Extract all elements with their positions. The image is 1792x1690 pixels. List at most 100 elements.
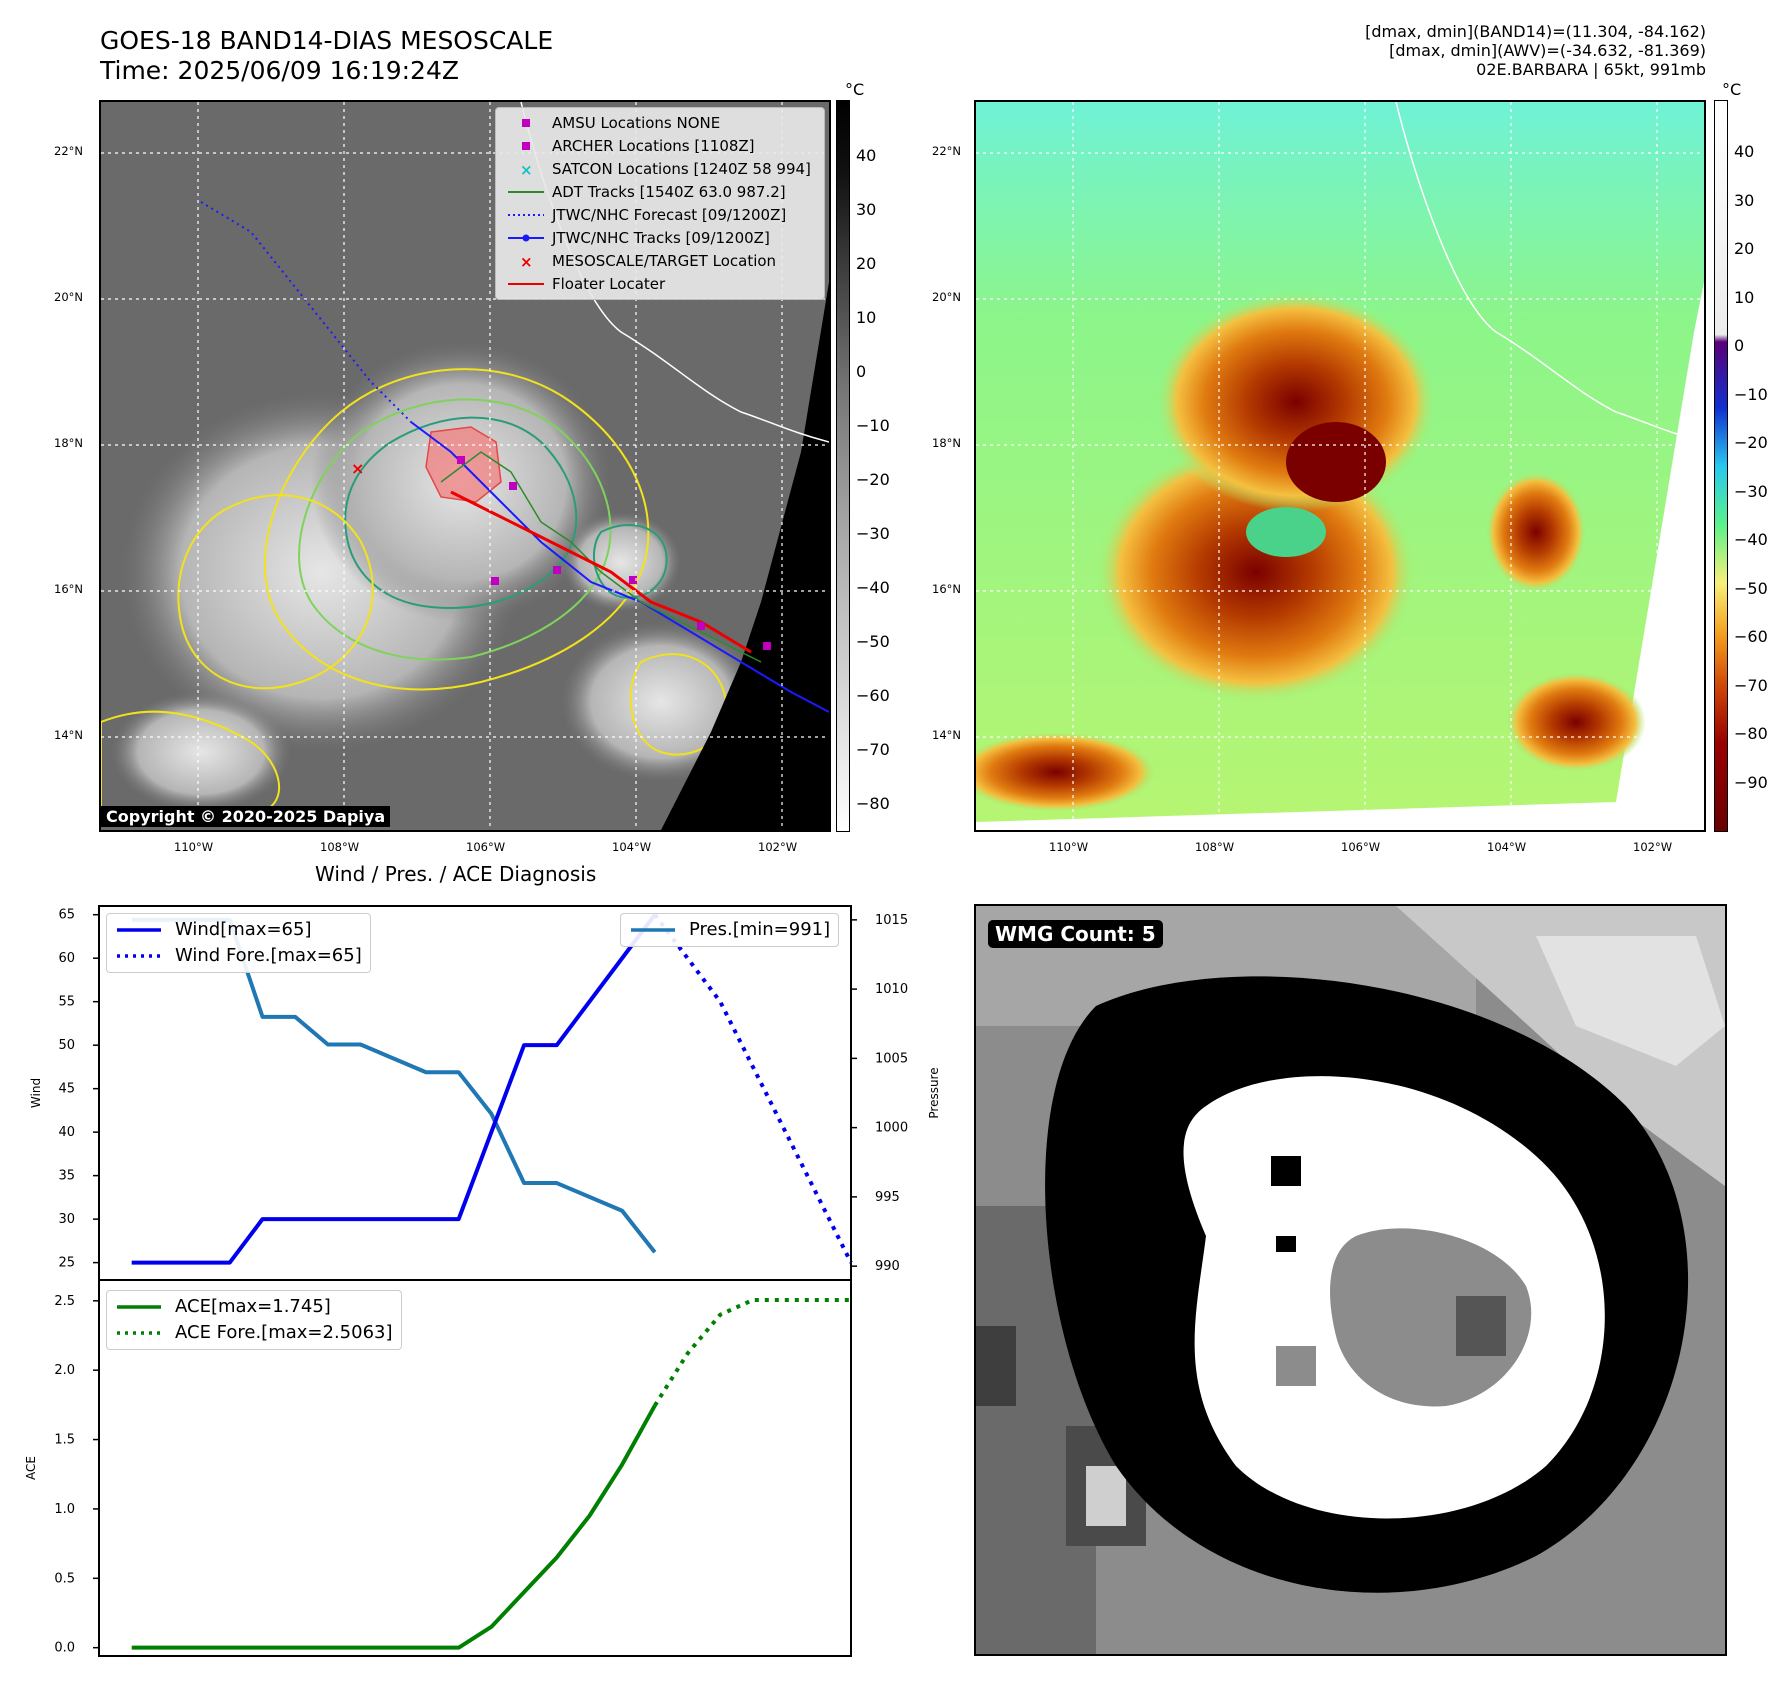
legend-ace: ACE[max=1.745] [115,1294,393,1320]
lat-label: 20°N [54,290,83,304]
blue-line-dot-icon [508,234,544,242]
wind-tick-label: 45 [58,1082,75,1097]
lon-label: 104°W [1487,840,1527,854]
lon-label: 106°W [1341,840,1381,854]
title-line-2: Time: 2025/06/09 16:19:24Z [100,56,459,85]
wind-line [131,913,657,1265]
ir-map-panel: × AMSU Locations NONE ARCHER Locations [… [99,100,831,832]
lat-label: 18°N [54,436,83,450]
legend-tracks: JTWC/NHC Tracks [09/1200Z] [502,227,818,250]
legend-wind: Wind[max=65] [115,917,362,943]
colorbar-tick: −10 [1734,384,1768,404]
green-line-icon [117,1305,161,1309]
magenta-square-icon [522,119,530,127]
pressure-tick-label: 1010 [875,982,908,997]
ace-tick-label: 2.5 [54,1294,75,1309]
cyan-x-icon: × [520,161,533,179]
figure-title: GOES-18 BAND14-DIAS MESOSCALE Time: 2025… [100,26,553,86]
pressure-tick-label: 1005 [875,1051,908,1066]
colorbar-tick: −60 [856,686,890,705]
legend-mesoscale: × MESOSCALE/TARGET Location [502,250,818,273]
map-legend: AMSU Locations NONE ARCHER Locations [11… [495,107,825,300]
ace-axis-label: ACE [24,1456,38,1480]
wind-pressure-ace-chart: 25 30 35 40 45 50 55 60 65 990 995 1000 1005 1010 1015… [24,905,941,1657]
left-colorbar-ticks: 40 30 20 10 0 −10 −20 −30 −40 −50 −60 −70 −80 [856,100,916,830]
right-colorbar-unit: °C [1722,80,1742,99]
wind-tick-label: 65 [58,908,75,923]
colorbar-tick: −70 [1734,675,1768,695]
legend-floater: Floater Locater [502,273,818,296]
left-colorbar [836,100,850,832]
lat-label: 20°N [932,290,961,304]
lon-label: 108°W [1195,840,1235,854]
svg-text:×: × [520,253,533,271]
wind-tick-label: 25 [58,1256,75,1271]
lon-label: 110°W [174,840,214,854]
colorbar-tick: −40 [1734,530,1768,549]
pressure-tick-label: 1000 [875,1121,908,1136]
wind-tick-label: 55 [58,995,75,1010]
red-line-icon [508,283,544,285]
svg-text:×: × [351,459,364,478]
wind-tick-label: 35 [58,1169,75,1184]
wmg-image [976,906,1725,1654]
svg-text:×: × [520,161,533,179]
wind-legend: Wind[max=65] Wind Fore.[max=65] [106,913,371,973]
colorbar-tick: 0 [856,362,867,381]
magenta-square-icon [522,142,530,150]
color-ir-map-image [976,102,1704,830]
ace-tick-label: 2.0 [54,1363,75,1378]
legend-forecast: JTWC/NHC Forecast [09/1200Z] [502,204,818,227]
colorbar-tick: −60 [1734,627,1768,646]
storm-info: [dmax, dmin](BAND14)=(11.304, -84.162) [… [1365,22,1706,79]
colorbar-tick: −10 [856,416,890,435]
pressure-line [131,917,657,1254]
color-ir-map-panel [974,100,1706,832]
ace-legend: ACE[max=1.745] ACE Fore.[max=2.5063] [106,1290,402,1350]
blue-dotted-line-icon [508,214,544,216]
colorbar-tick: 20 [1734,239,1755,258]
blue-dotted-line-icon [117,954,161,958]
lon-label: 102°W [1633,840,1673,854]
ace-tick-label: 0.0 [54,1641,75,1656]
colorbar-tick: −30 [1734,481,1768,501]
chart-title: Wind / Pres. / ACE Diagnosis [315,862,597,886]
colorbar-tick: 0 [1734,336,1745,355]
colorbar-tick: 10 [856,308,877,327]
awv-range: [dmax, dmin](AWV)=(-34.632, -81.369) [1389,41,1706,60]
right-colorbar-ticks: 40 30 20 10 0 −10 −20 −30 −40 −50 −60 −70 −80 −90 [1734,100,1792,830]
lon-label: 104°W [612,840,652,854]
colorbar-tick: −80 [1734,724,1768,743]
lat-label: 18°N [932,436,961,450]
colorbar-tick: −50 [1734,578,1768,598]
title-line-1: GOES-18 BAND14-DIAS MESOSCALE [100,26,554,55]
copyright-label: Copyright © 2020-2025 Dapiya [101,806,391,827]
legend-wind-forecast: Wind Fore.[max=65] [115,943,362,969]
pressure-tick-label: 995 [875,1190,900,1205]
pressure-tick-label: 990 [875,1259,900,1274]
pressure-legend: Pres.[min=991] [620,913,840,947]
wind-tick-label: 30 [58,1212,75,1227]
colorbar-tick: −20 [856,470,890,489]
ace-tick-label: 1.5 [54,1433,75,1448]
lon-label: 108°W [320,840,360,854]
colorbar-tick: −90 [1734,772,1768,792]
legend-pressure: Pres.[min=991] [629,917,830,943]
left-colorbar-unit: °C [845,80,865,99]
wmg-panel: WMG Count: 5 [974,904,1727,1656]
blue-line-icon [117,928,161,932]
ace-forecast-line [653,1297,851,1407]
steelblue-line-icon [631,928,675,932]
wind-axis-label: Wind [29,1078,43,1108]
colorbar-tick: 40 [1734,142,1755,161]
lon-label: 102°W [758,840,798,854]
pressure-tick-label: 1015 [875,913,908,928]
lat-label: 22°N [54,144,83,158]
pressure-axis-label: Pressure [927,1067,941,1118]
colorbar-tick: −20 [1734,433,1768,452]
ace-axes-frame [98,1279,852,1657]
wind-tick-label: 50 [58,1038,75,1053]
colorbar-tick: 30 [1734,190,1755,210]
colorbar-tick: −40 [856,578,890,597]
band14-range: [dmax, dmin](BAND14)=(11.304, -84.162) [1365,22,1706,41]
